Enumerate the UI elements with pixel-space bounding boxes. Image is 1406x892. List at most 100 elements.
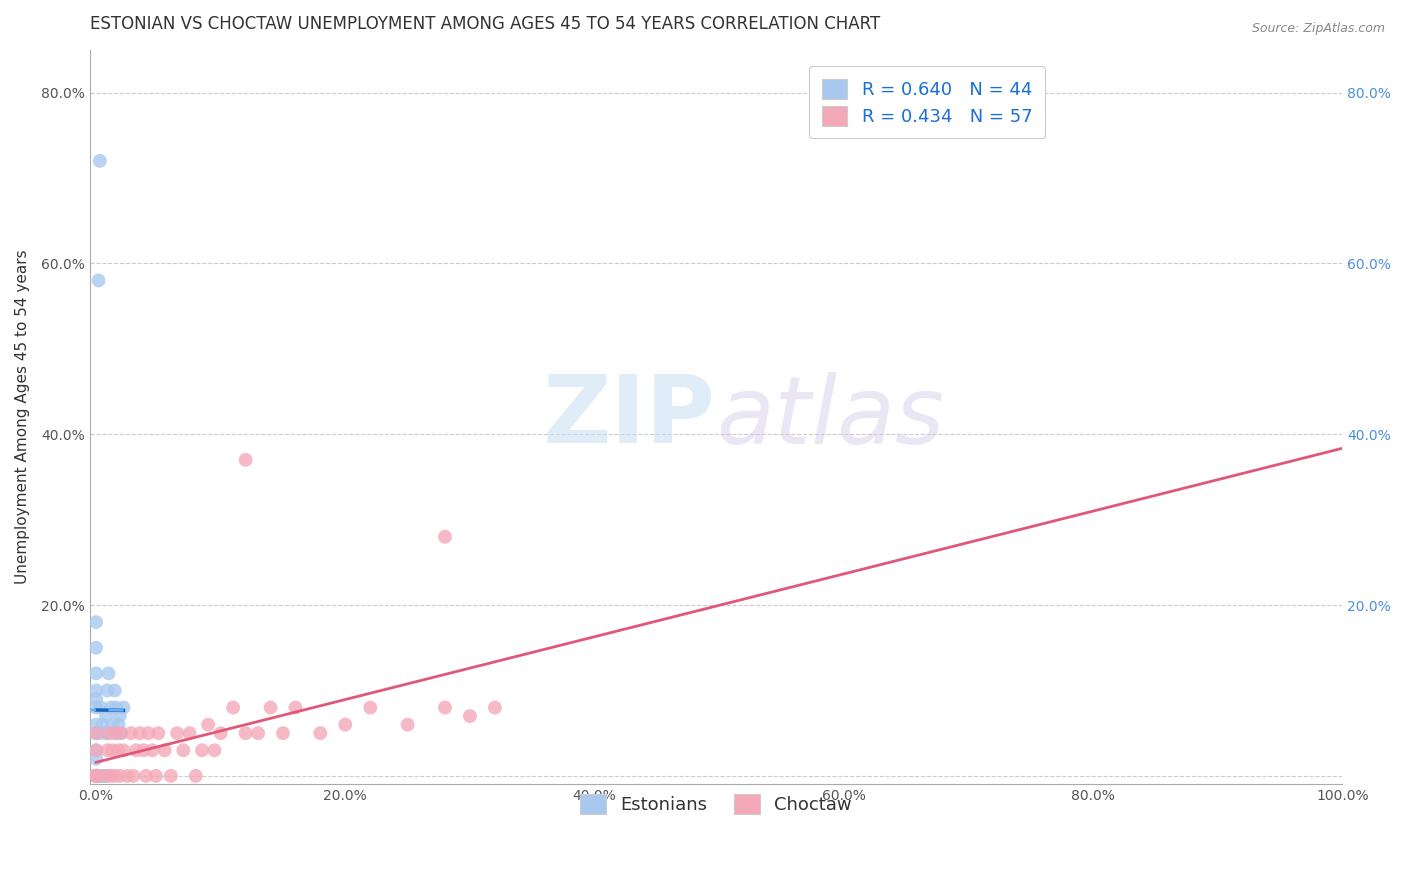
Point [96,683,118,698]
Point [84,769,107,783]
Point [112,743,135,757]
Point [132,743,155,757]
Point [84,692,107,706]
Point [148,726,170,740]
Point [107,743,129,757]
Point [84,769,107,783]
Point [100,769,122,783]
Point [84,700,107,714]
Point [309,726,332,740]
Point [84,717,107,731]
Point [122,769,145,783]
Point [172,743,194,757]
Point [84,666,107,681]
Point [91,769,114,783]
Point [112,700,135,714]
Point [97,726,120,740]
Point [94,769,117,783]
Point [84,769,107,783]
Point [101,743,124,757]
Point [94,726,117,740]
Point [84,769,107,783]
Point [120,726,142,740]
Point [484,700,506,714]
Y-axis label: Unemployment Among Ages 45 to 54 years: Unemployment Among Ages 45 to 54 years [15,250,30,584]
Point [247,726,270,740]
Point [84,769,107,783]
Point [84,726,107,740]
Point [135,769,157,783]
Point [97,726,120,740]
Point [94,709,117,723]
Point [104,726,127,740]
Point [138,726,160,740]
Point [235,726,257,740]
Text: ZIP: ZIP [543,371,716,463]
Point [84,683,107,698]
Point [141,743,163,757]
Point [93,769,115,783]
Point [197,717,219,731]
Text: ESTONIAN VS CHOCTAW UNEMPLOYMENT AMONG AGES 45 TO 54 YEARS CORRELATION CHART: ESTONIAN VS CHOCTAW UNEMPLOYMENT AMONG A… [90,15,880,33]
Point [90,700,112,714]
Point [87,726,110,740]
Point [91,717,114,731]
Point [166,726,188,740]
Point [235,453,257,467]
Point [84,769,107,783]
Point [84,752,107,766]
Point [84,726,107,740]
Point [359,700,381,714]
Point [84,769,107,783]
Point [84,769,107,783]
Point [84,769,107,783]
Point [271,726,294,740]
Point [84,769,107,783]
Point [104,683,127,698]
Point [108,769,131,783]
Point [105,726,128,740]
Point [125,743,148,757]
Point [84,769,107,783]
Point [184,769,207,783]
Point [222,700,245,714]
Point [101,717,124,731]
Point [84,769,107,783]
Point [84,769,107,783]
Point [115,769,138,783]
Point [84,743,107,757]
Point [434,530,457,544]
Point [94,769,117,783]
Point [128,726,150,740]
Point [107,717,129,731]
Point [87,273,110,287]
Point [84,769,107,783]
Point [100,700,122,714]
Point [110,726,132,740]
Point [191,743,214,757]
Text: Source: ZipAtlas.com: Source: ZipAtlas.com [1251,22,1385,36]
Point [97,666,120,681]
Point [396,717,419,731]
Point [153,743,176,757]
Point [108,709,131,723]
Point [87,769,110,783]
Point [209,726,232,740]
Point [259,700,281,714]
Point [89,153,111,168]
Legend: Estonians, Choctaw: Estonians, Choctaw [568,781,865,827]
Point [84,615,107,629]
Point [84,743,107,757]
Point [160,769,183,783]
Point [84,769,107,783]
Point [84,769,107,783]
Point [204,743,226,757]
Point [434,700,457,714]
Point [284,700,307,714]
Text: atlas: atlas [716,372,945,463]
Point [96,743,118,757]
Point [105,700,128,714]
Point [110,726,132,740]
Point [458,709,481,723]
Point [179,726,201,740]
